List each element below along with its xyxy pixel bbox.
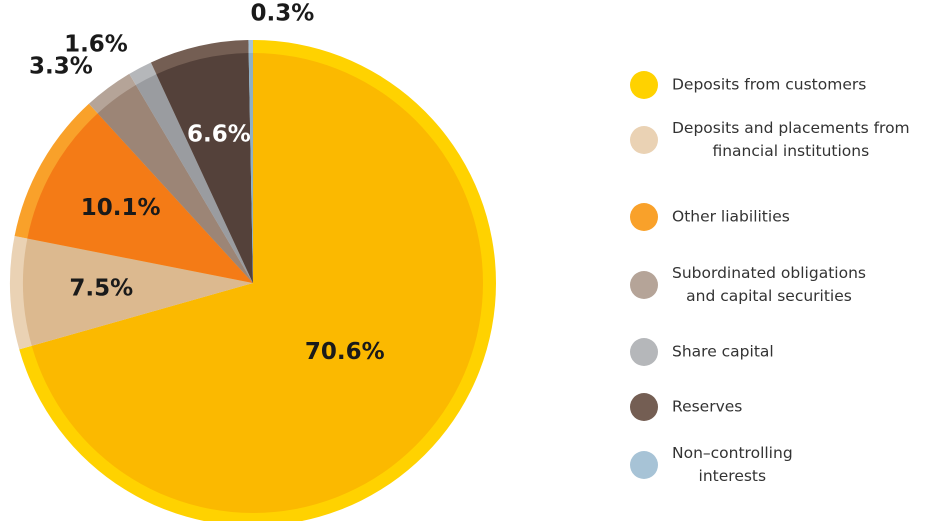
legend-label: Deposits and placements from financial i…: [672, 119, 910, 160]
legend-label: Deposits from customers: [672, 75, 867, 94]
data-label: 3.3%: [29, 53, 93, 79]
data-label: 6.6%: [187, 122, 251, 148]
data-label: 1.6%: [64, 31, 128, 57]
pie-slice: [23, 238, 254, 346]
legend-label: Non–controlling interests: [672, 444, 793, 485]
legend-marker: [630, 338, 658, 366]
legend-label: Share capital: [672, 342, 774, 361]
pie-slice: [97, 85, 253, 284]
legend-marker: [630, 71, 658, 99]
legend-label: Other liabilities: [672, 207, 790, 226]
legend-label: Reserves: [672, 397, 743, 416]
pie-slice: [31, 53, 484, 513]
pie-slice: [248, 53, 253, 283]
legend-marker: [630, 393, 658, 421]
data-label: 70.6%: [305, 339, 385, 365]
data-label: 10.1%: [81, 195, 161, 221]
pie-slice: [156, 53, 253, 283]
legend-label: Subordinated obligations and capital sec…: [672, 264, 866, 305]
data-label: 7.5%: [69, 276, 133, 302]
legend-marker: [630, 271, 658, 299]
pie-slice: [27, 113, 253, 284]
legend-marker: [630, 203, 658, 231]
legend-marker: [630, 451, 658, 479]
legend-marker: [630, 126, 658, 154]
data-label: 0.3%: [250, 1, 314, 27]
pie-slice: [135, 74, 253, 283]
